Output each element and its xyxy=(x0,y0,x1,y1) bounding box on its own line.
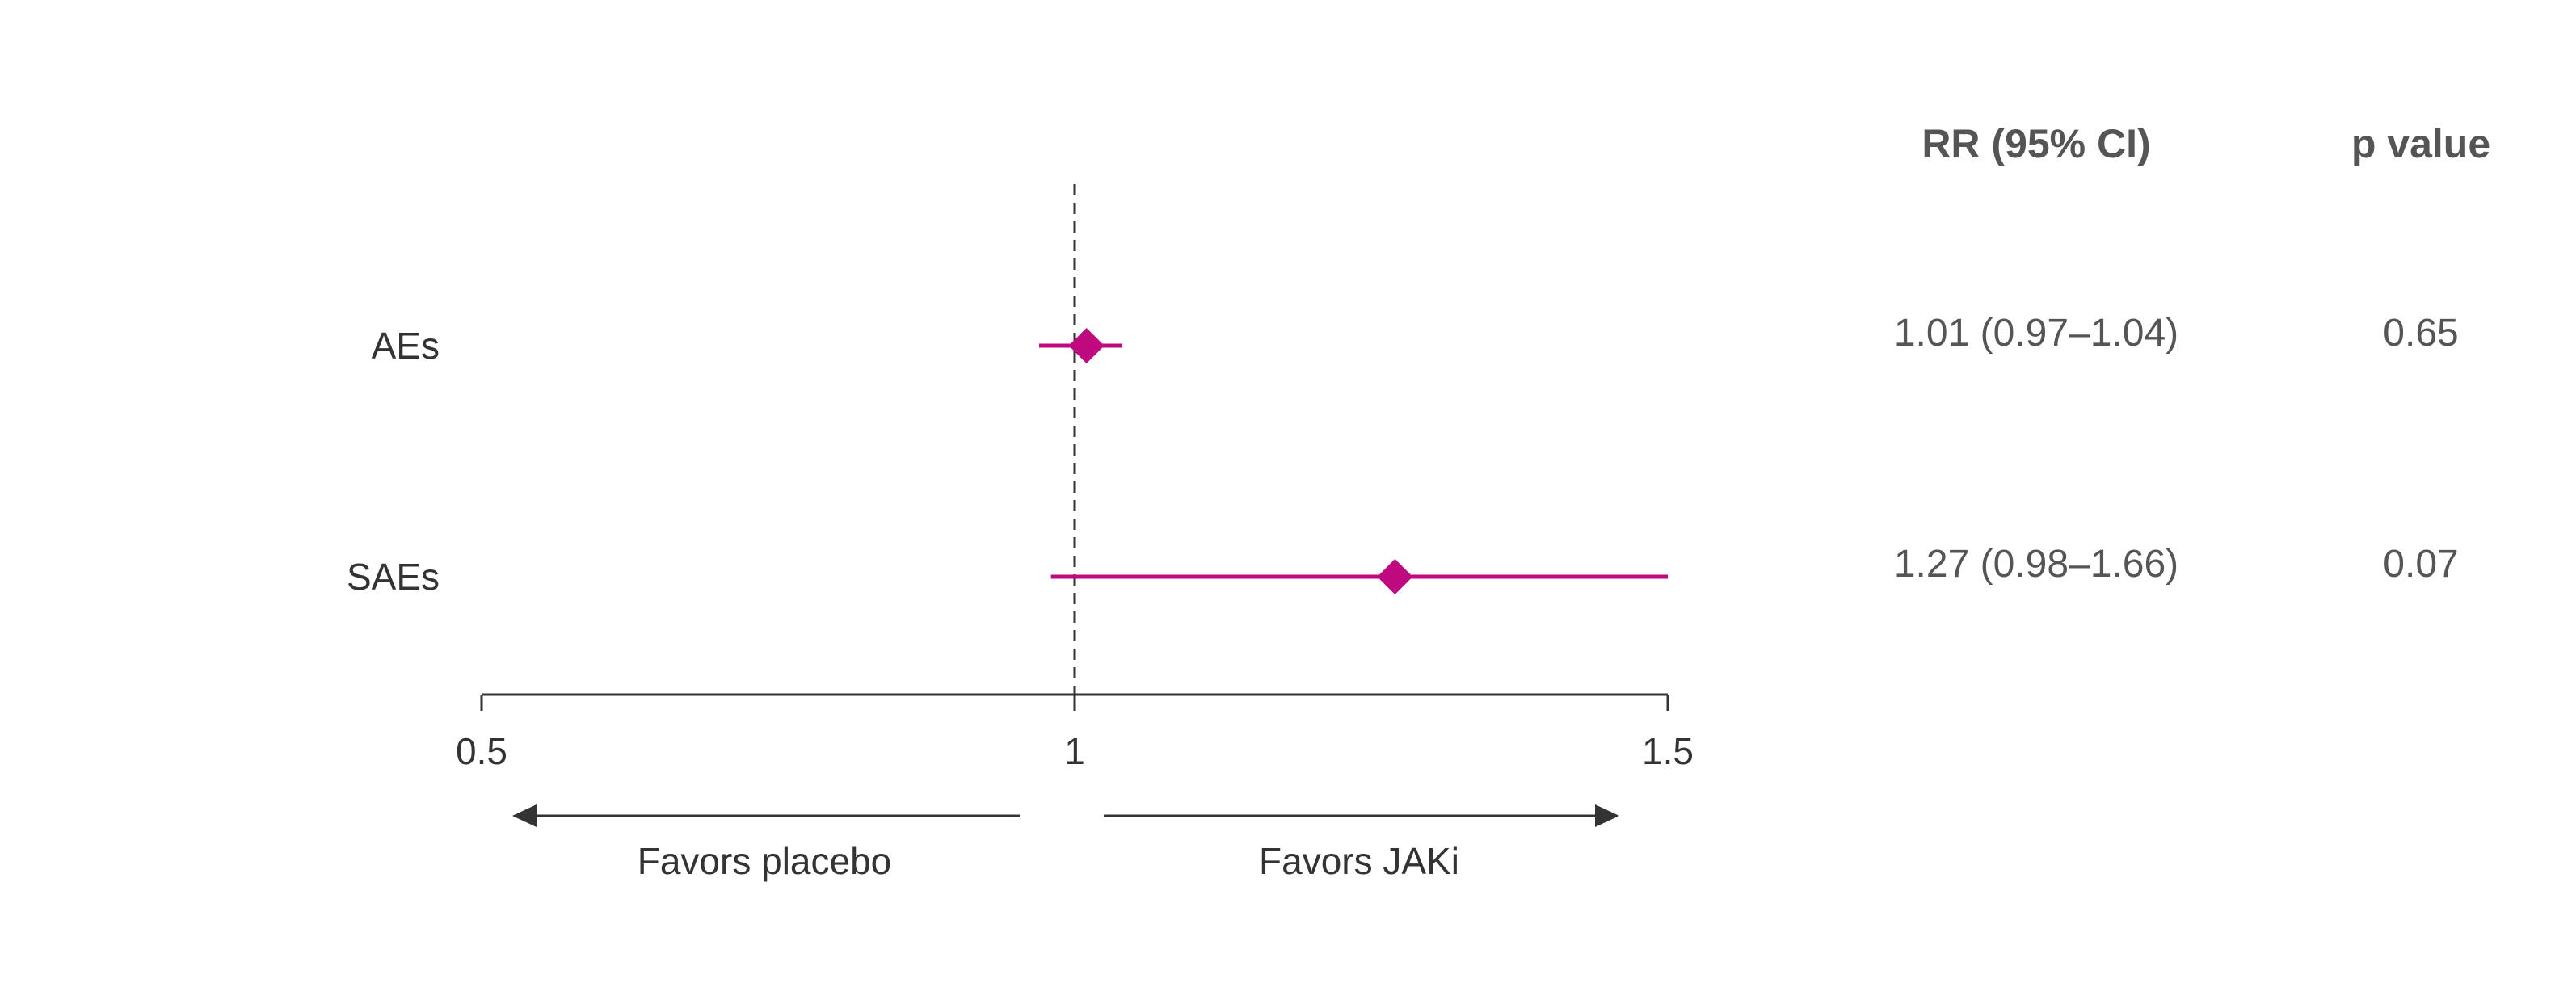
estimate-marker xyxy=(1068,328,1105,363)
p-value-column-header: p value xyxy=(2351,121,2490,166)
favors-left-label: Favors placebo xyxy=(638,840,892,882)
estimate-marker xyxy=(1377,559,1413,594)
x-tick-label: 1.5 xyxy=(1642,730,1694,772)
forest-row: SAEs 1.27 (0.98–1.66) 0.07 xyxy=(347,543,2459,598)
p-value: 0.07 xyxy=(2383,543,2458,586)
rr-value: 1.27 (0.98–1.66) xyxy=(1894,543,2178,586)
row-label: AEs xyxy=(372,325,440,367)
forest-rows: AEs 1.01 (0.97–1.04) 0.65 SAEs 1.27 (0.98–1.… xyxy=(347,312,2459,598)
x-axis-ticks: 0.5 1 1.5 xyxy=(456,695,1694,772)
favors-right-arrowhead xyxy=(1595,804,1619,827)
favors-left-arrowhead xyxy=(512,804,537,827)
x-tick-label: 0.5 xyxy=(456,730,507,772)
row-label: SAEs xyxy=(347,556,440,598)
rr-column-header: RR (95% CI) xyxy=(1921,121,2150,166)
p-value: 0.65 xyxy=(2383,312,2458,355)
x-tick-label: 1 xyxy=(1064,730,1085,772)
rr-value: 1.01 (0.97–1.04) xyxy=(1894,312,2178,355)
forest-row: AEs 1.01 (0.97–1.04) 0.65 xyxy=(372,312,2459,367)
favors-right-label: Favors JAKi xyxy=(1259,840,1459,882)
